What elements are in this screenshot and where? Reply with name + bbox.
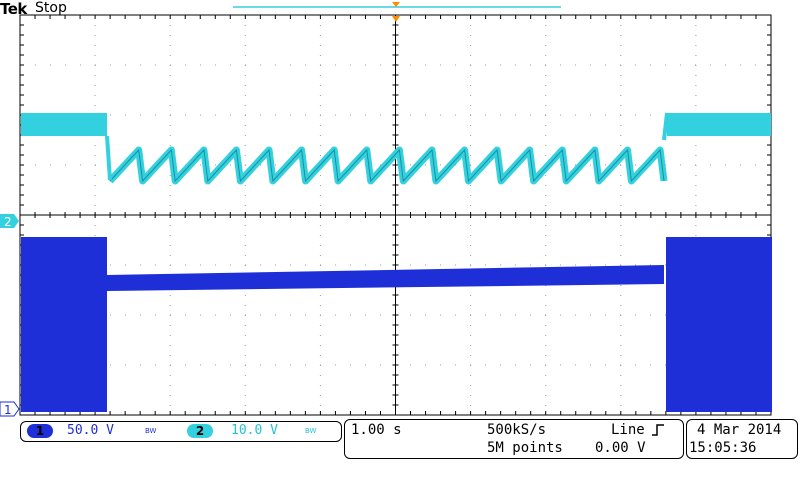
ch2-badge[interactable]: 2	[187, 424, 213, 438]
time-readout: 15:05:36	[689, 440, 757, 456]
ch1-vertical-scale[interactable]: 50.0 V	[67, 423, 114, 438]
acquisition-status: Stop	[35, 0, 67, 16]
sample-rate: 500kS/s	[487, 422, 547, 438]
rising-edge-icon[interactable]	[651, 423, 665, 437]
date-readout: 4 Mar 2014	[697, 422, 782, 438]
ch2-vertical-scale[interactable]: 10.0 V	[231, 423, 278, 438]
graticule	[19, 14, 772, 416]
ch1-marker-label: 1	[4, 403, 12, 417]
ch2-ground-marker: 2	[0, 214, 19, 229]
ch2-waveform	[21, 112, 771, 185]
ch1-waveform	[21, 237, 772, 412]
channel-readout-panel[interactable]: 1 50.0 V BW 2 10.0 V BW	[20, 421, 342, 442]
ch2-bandwidth-limit-icon: BW	[305, 427, 317, 435]
ch1-bandwidth-limit-icon: BW	[145, 427, 157, 435]
ch1-ground-marker: 1	[0, 401, 20, 417]
trigger-source[interactable]: Line	[611, 422, 645, 438]
trigger-point-icon	[392, 16, 400, 22]
record-length[interactable]: 5M points	[487, 440, 563, 456]
horizontal-scale[interactable]: 1.00 s	[351, 422, 402, 438]
datetime-panel: 4 Mar 2014 15:05:36	[686, 419, 798, 459]
trigger-level[interactable]: 0.00 V	[595, 440, 646, 456]
ch1-badge[interactable]: 1	[27, 424, 53, 438]
trigger-position-marker-icon	[392, 2, 400, 7]
brand-logo: Tek	[0, 0, 27, 18]
ch2-marker-label: 2	[4, 215, 12, 229]
horizontal-trigger-panel[interactable]: 1.00 s 500kS/s 5M points Line 0.00 V	[344, 419, 684, 459]
